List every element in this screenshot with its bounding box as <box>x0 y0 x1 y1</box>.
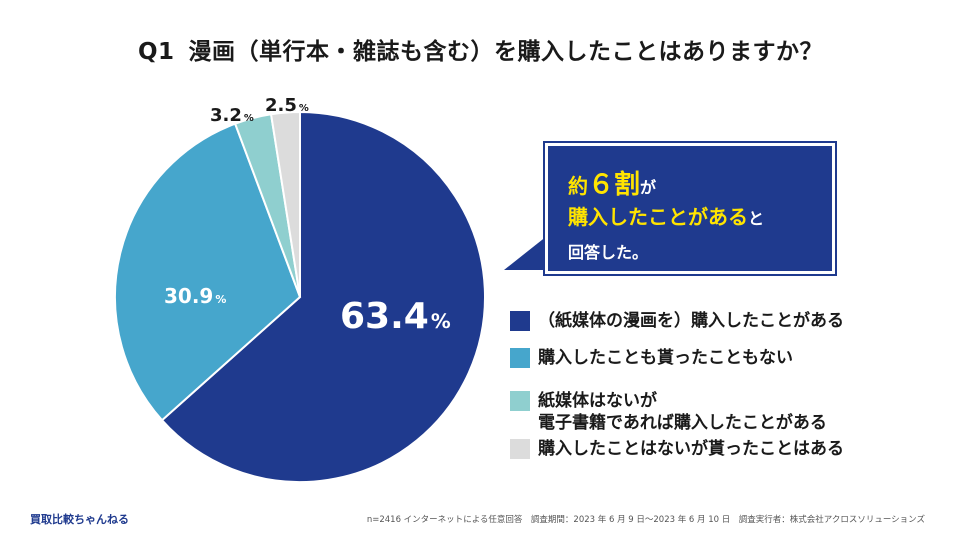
callout-line-3: 回答した。 <box>568 239 648 263</box>
callout-highlight: 購入したことがある <box>568 205 748 229</box>
legend-swatch <box>510 348 530 368</box>
legend-label: （紙媒体の漫画を）購入したことがある <box>538 311 844 331</box>
callout-text: 約 <box>568 174 588 198</box>
legend-item: 購入したことはないが貰ったことはある <box>510 438 844 460</box>
legend-swatch <box>510 439 530 459</box>
legend-label: 購入したことも貰ったこともない <box>538 348 793 368</box>
legend-item: （紙媒体の漫画を）購入したことがある <box>510 310 844 332</box>
slice-unit: % <box>298 103 309 114</box>
chart-title: Q1 漫画（単行本・雑誌も含む）を購入したことはありますか？ <box>0 32 961 66</box>
callout-tail <box>504 232 552 270</box>
slice-value: 3.2 <box>210 105 242 126</box>
legend-swatch <box>510 311 530 331</box>
question-number: Q1 <box>137 39 175 65</box>
pie-slice-purchased <box>160 110 486 483</box>
slice-label-never: 30.9% <box>164 284 226 308</box>
pie-slice-never <box>114 122 302 422</box>
slice-unit: % <box>215 293 227 306</box>
callout-line-1: 約６割が <box>568 164 656 201</box>
slice-label-received: 2.5% <box>265 95 309 116</box>
survey-footnote: n=2416 インターネットによる任意回答 調査期間：2023 年 6 月 9 … <box>366 515 925 525</box>
slice-unit: % <box>430 310 451 333</box>
callout-text: が <box>640 178 657 197</box>
legend-item: 購入したことも貰ったこともない <box>510 347 793 369</box>
callout-line-2: 購入したことがあると <box>568 201 764 230</box>
slice-unit: % <box>243 113 254 124</box>
question-text: 漫画（単行本・雑誌も含む）を購入したことはありますか？ <box>188 39 824 65</box>
callout-box: 約６割が 購入したことがあると 回答した。 <box>543 141 837 276</box>
legend-label: 購入したことはないが貰ったことはある <box>538 439 844 459</box>
slice-value: 30.9 <box>164 284 214 308</box>
slice-label-purchased: 63.4% <box>340 296 451 337</box>
legend-item: 紙媒体はないが 電子書籍であれば購入したことがある <box>510 390 827 434</box>
legend-swatch <box>510 391 530 411</box>
slice-label-ebook: 3.2% <box>210 105 254 126</box>
callout-highlight: ６割 <box>588 170 641 200</box>
brand-logo-text: 買取比較ちゃんねる <box>30 513 129 526</box>
slice-value: 2.5 <box>265 95 297 116</box>
legend-label: 紙媒体はないが 電子書籍であれば購入したことがある <box>538 391 827 433</box>
callout-text: と <box>748 209 765 228</box>
callout-text: 回答した。 <box>568 243 649 262</box>
slice-value: 63.4 <box>340 296 429 337</box>
pie-slice-received <box>269 110 301 298</box>
